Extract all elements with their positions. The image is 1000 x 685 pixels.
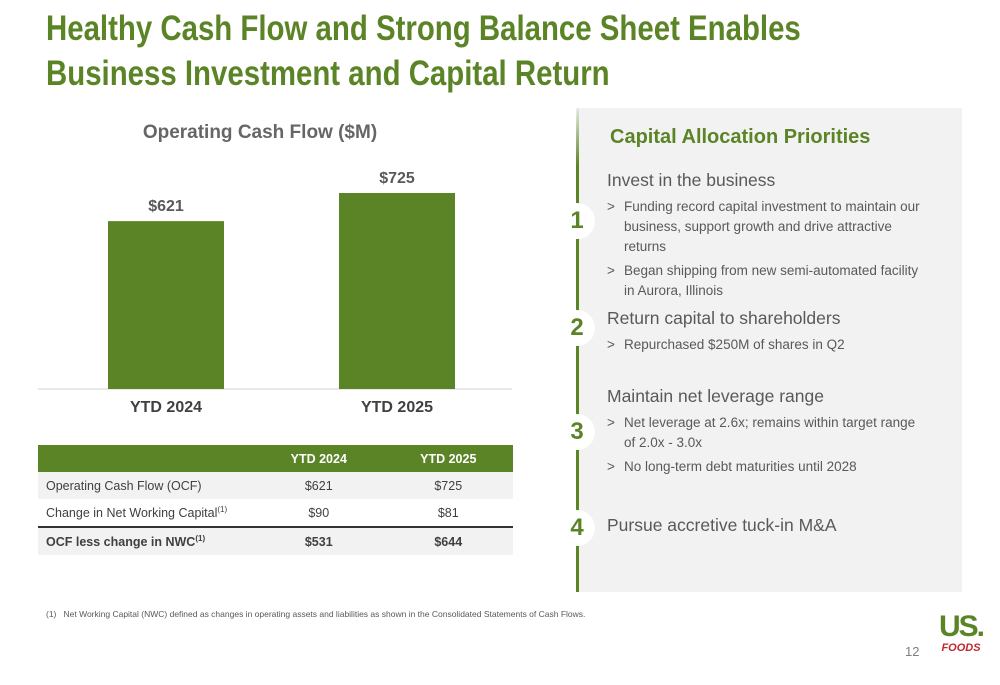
header-row: YTD 2024 YTD 2025 xyxy=(38,445,513,472)
number-circle: 1 xyxy=(559,203,595,239)
header-spacer xyxy=(38,445,254,472)
logo-bottom: FOODS xyxy=(941,642,981,654)
bullet-marker: > xyxy=(607,459,615,474)
row-label-text: OCF less change in NWC xyxy=(46,535,196,550)
bullet-marker: > xyxy=(607,415,615,430)
bullet-text: Began shipping from new semi-automated f… xyxy=(624,263,919,298)
bullet-text: No long-term debt maturities until 2028 xyxy=(624,459,857,474)
value-label: $621 xyxy=(148,198,184,215)
bullet: > Began shipping from new semi-automated … xyxy=(607,261,927,301)
table-row: Change in Net Working Capital(1) $90 $81 xyxy=(38,499,513,527)
bullet: > Net leverage at 2.6x; remains within ta… xyxy=(607,413,927,453)
bullet: > Repurchased $250M of shares in Q2 xyxy=(607,335,927,355)
category-label: YTD 2025 xyxy=(361,399,433,416)
cell: $531 xyxy=(304,534,333,549)
cell: $90 xyxy=(308,505,330,520)
priority-item: Pursue accretive tuck-in M&A xyxy=(607,515,927,542)
bullet: > No long-term debt maturities until 2028 xyxy=(607,457,927,477)
column-header: YTD 2025 xyxy=(383,445,513,472)
row-label: OCF less change in NWC(1) xyxy=(38,527,254,555)
category-label: YTD 2024 xyxy=(130,399,202,416)
logo-top: US. xyxy=(938,610,985,643)
bar xyxy=(339,193,455,389)
table-body: Operating Cash Flow (OCF) $621 $725 Change … xyxy=(38,472,513,555)
priority-heading: Invest in the business xyxy=(607,170,776,190)
slide-title: Healthy Cash Flow and Strong Balance She… xyxy=(46,9,801,93)
cell: $725 xyxy=(434,478,463,493)
row-label: Change in Net Working Capital(1) xyxy=(38,499,254,527)
priority-item: Return capital to shareholders > Repurchas… xyxy=(607,308,927,359)
cell: $644 xyxy=(434,534,463,549)
bullet-text: Funding record capital investment to mai… xyxy=(624,199,920,254)
cell: $81 xyxy=(437,505,459,520)
chart: Operating Cash Flow ($M) $621 YTD 2024 $72… xyxy=(38,122,512,416)
row-note: (1) xyxy=(195,533,206,543)
row-label-text: Operating Cash Flow (OCF) xyxy=(46,478,202,493)
bullet-marker: > xyxy=(607,199,615,214)
table-row: Operating Cash Flow (OCF) $621 $725 xyxy=(38,472,513,499)
bar xyxy=(108,221,224,389)
cell: $621 xyxy=(304,478,333,493)
footnote-text: Net Working Capital (NWC) defined as cha… xyxy=(63,609,586,619)
footnote: (1) Net Working Capital (NWC) defined as… xyxy=(46,609,585,619)
bullet-marker: > xyxy=(607,263,615,278)
number-circle: 2 xyxy=(559,310,595,346)
priority-heading: Pursue accretive tuck-in M&A xyxy=(607,515,837,535)
footnote-marker: (1) xyxy=(46,609,57,619)
timeline xyxy=(576,108,579,592)
chart-title: Operating Cash Flow ($M) xyxy=(143,122,377,143)
value-label: $725 xyxy=(379,170,415,187)
bullet-text: Net leverage at 2.6x; remains within tar… xyxy=(624,415,916,450)
row-label-text: Change in Net Working Capital xyxy=(46,506,218,521)
bullet-text: Repurchased $250M of shares in Q2 xyxy=(624,337,845,352)
priority-item: Invest in the business > Funding record ca… xyxy=(607,170,927,305)
column-header: YTD 2024 xyxy=(254,445,384,472)
table-row: OCF less change in NWC(1) $531 $644 xyxy=(38,527,513,555)
row-note: (1) xyxy=(217,504,228,514)
priorities-title: Capital Allocation Priorities xyxy=(610,126,871,148)
bullet: > Funding record capital investment to ma… xyxy=(607,197,927,257)
ocf-table: YTD 2024 YTD 2025 Operating Cash Flow (OC… xyxy=(38,445,513,555)
page-number: 12 xyxy=(905,644,920,659)
timeline-line xyxy=(576,108,579,592)
number-circle: 3 xyxy=(559,414,595,450)
number-circle: 4 xyxy=(559,510,595,546)
logo: US. FOODS xyxy=(935,610,987,655)
priority-item: Maintain net leverage range > Net leverage… xyxy=(607,386,927,481)
priority-heading: Maintain net leverage range xyxy=(607,386,824,406)
bullet-marker: > xyxy=(607,337,615,352)
priorities-panel xyxy=(577,108,962,592)
priority-heading: Return capital to shareholders xyxy=(607,308,841,328)
row-label: Operating Cash Flow (OCF) xyxy=(38,472,254,499)
